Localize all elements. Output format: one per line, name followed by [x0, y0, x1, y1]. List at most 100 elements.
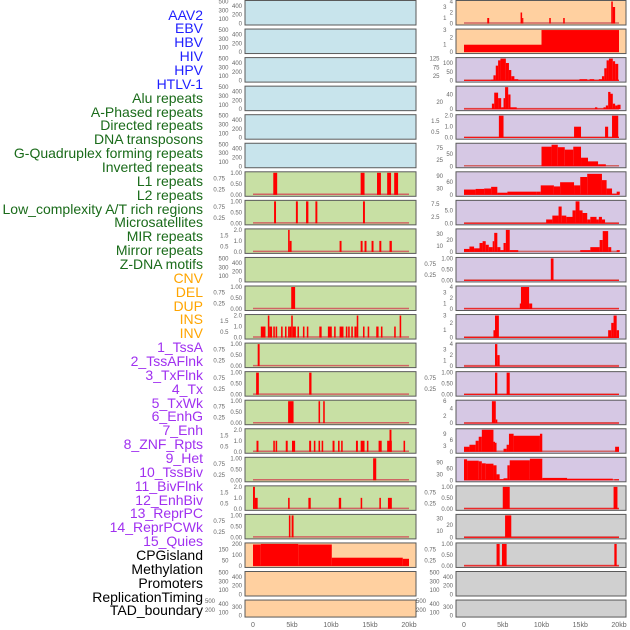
data-bar: [495, 419, 498, 424]
y-tick-label: 0: [239, 50, 243, 56]
data-bar: [394, 326, 396, 338]
y-tick-label: 1.00: [230, 371, 242, 377]
x-tick-label: 20kb: [401, 622, 416, 629]
panel-background: [455, 285, 627, 311]
data-bar: [590, 247, 600, 252]
data-bar: [508, 94, 511, 110]
panel-background: [244, 199, 417, 226]
y-tick-label: 500: [218, 28, 229, 34]
track-label: 4_Tx: [171, 380, 203, 397]
data-bar: [297, 326, 300, 338]
y-tick-label: 30: [436, 472, 443, 478]
y-tick-label: 300: [429, 579, 440, 585]
data-bar: [464, 189, 476, 195]
data-bar: [614, 479, 619, 481]
track-panel: 0.00 0.25 0.50 0.75 1.00: [424, 371, 627, 399]
y-tick-label: 0.50: [441, 496, 453, 502]
y-tick-label: 1.5: [431, 119, 440, 125]
track-label: CNV: [173, 269, 203, 286]
y-tick-label: 40: [446, 92, 453, 98]
data-bar: [574, 185, 581, 195]
y-tick-label: 0: [450, 79, 454, 85]
data-bar: [529, 303, 533, 309]
data-bar: [495, 315, 499, 338]
data-bar: [616, 191, 620, 195]
data-bar: [505, 229, 510, 252]
data-bar: [604, 68, 607, 81]
y-tick-label: 1.5: [220, 319, 229, 325]
track-label: Inverted repeats: [101, 158, 203, 175]
data-bar: [345, 326, 348, 338]
data-bar: [589, 79, 595, 81]
y-tick-label: 4: [450, 342, 454, 348]
data-bar: [362, 326, 365, 338]
data-bar: [256, 440, 259, 452]
panel-background: [455, 371, 627, 397]
data-bar: [380, 326, 383, 338]
y-tick-label: 100: [429, 588, 440, 594]
data-bar: [594, 107, 598, 110]
data-bar: [308, 497, 311, 509]
data-bar: [338, 440, 340, 452]
track-label: Alu repeats: [132, 89, 203, 106]
data-bar: [580, 176, 588, 195]
y-tick-label: 400: [429, 602, 440, 608]
y-tick-label: 200: [443, 584, 454, 590]
y-tick-label: 1: [443, 328, 447, 334]
data-bar: [351, 326, 353, 338]
data-bar: [495, 372, 498, 395]
data-bar: [485, 244, 489, 252]
data-bar: [484, 188, 492, 195]
data-bar: [539, 433, 543, 452]
data-bar: [273, 326, 275, 338]
data-bar: [572, 210, 576, 224]
y-tick-label: 0.0: [234, 336, 243, 342]
data-bar: [612, 103, 616, 110]
panel-background: [244, 399, 417, 426]
y-tick-label: 7.5: [431, 202, 440, 208]
data-bar: [493, 330, 495, 338]
data-bar: [475, 440, 479, 452]
data-bar: [371, 240, 374, 252]
panel-background: [455, 314, 627, 340]
data-bar: [505, 87, 509, 110]
y-tick-label: 1.00: [441, 542, 453, 548]
y-tick-label: 400: [232, 118, 243, 124]
y-tick-label: 300: [218, 151, 229, 157]
x-tick-label: 15kb: [573, 622, 588, 629]
data-bar: [587, 219, 591, 224]
y-tick-label: 1.00: [441, 485, 453, 491]
panel-background: [244, 57, 417, 83]
track-label: DUP: [173, 297, 203, 314]
data-bar: [550, 258, 554, 281]
track-panel: 0.00 0.25 0.50 0.75 1.00: [424, 542, 627, 570]
data-bar: [379, 497, 381, 509]
track-label: AAV2: [168, 6, 203, 23]
y-tick-label: 2: [450, 321, 454, 327]
track-panel: 0.00 0.25 0.50 0.75 1.00: [213, 399, 417, 427]
y-tick-label: 75: [436, 146, 443, 152]
y-tick-label: 75: [433, 65, 440, 71]
data-bar: [502, 486, 510, 509]
y-tick-label: 2.5: [431, 215, 440, 221]
y-tick-label: 200: [232, 41, 243, 47]
y-tick-label: 0.5: [220, 501, 229, 507]
data-bar: [508, 70, 512, 81]
data-bar: [377, 172, 381, 195]
data-bar: [257, 344, 260, 367]
panel-background: [455, 114, 627, 140]
data-bar: [551, 144, 558, 167]
y-tick-label: 1.00: [230, 399, 242, 405]
data-bar: [613, 315, 617, 338]
data-bar: [588, 161, 599, 167]
data-bar: [519, 303, 521, 309]
y-tick-label: 0.0: [445, 136, 454, 142]
